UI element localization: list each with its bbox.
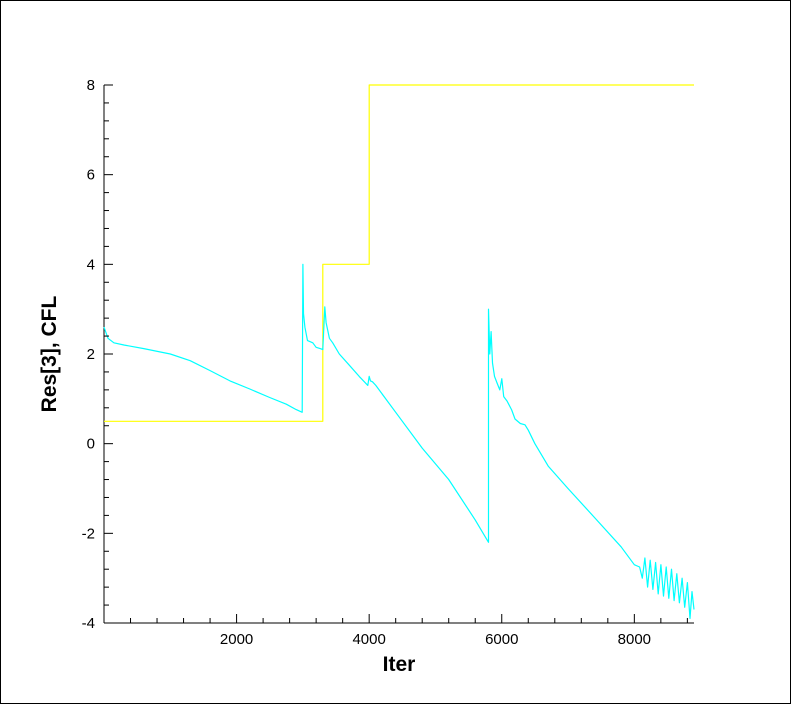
x-axis-label: Iter (383, 653, 416, 676)
y-axis-ticks: -4 -2 0 2 4 6 8 (82, 77, 113, 632)
y-tick-label: 2 (87, 346, 95, 363)
y-tick-label: 6 (87, 167, 95, 184)
x-axis-ticks: 2000 4000 6000 8000 (130, 614, 688, 648)
x-tick-label: 8000 (618, 631, 651, 648)
y-tick-label: -4 (82, 615, 95, 632)
y-tick-label: 0 (87, 436, 95, 453)
y-tick-label: 4 (87, 256, 95, 273)
series-line-2 (103, 263, 695, 620)
y-tick-label: -2 (82, 525, 95, 542)
x-tick-label: 2000 (220, 631, 253, 648)
y-tick-label: 8 (87, 77, 95, 94)
series-layer (103, 84, 695, 620)
x-tick-label: 6000 (485, 631, 518, 648)
x-tick-label: 4000 (352, 631, 385, 648)
series-line-1 (104, 84, 694, 422)
axes (103, 85, 694, 624)
y-axis-label: Res[3], CFL (38, 295, 61, 412)
